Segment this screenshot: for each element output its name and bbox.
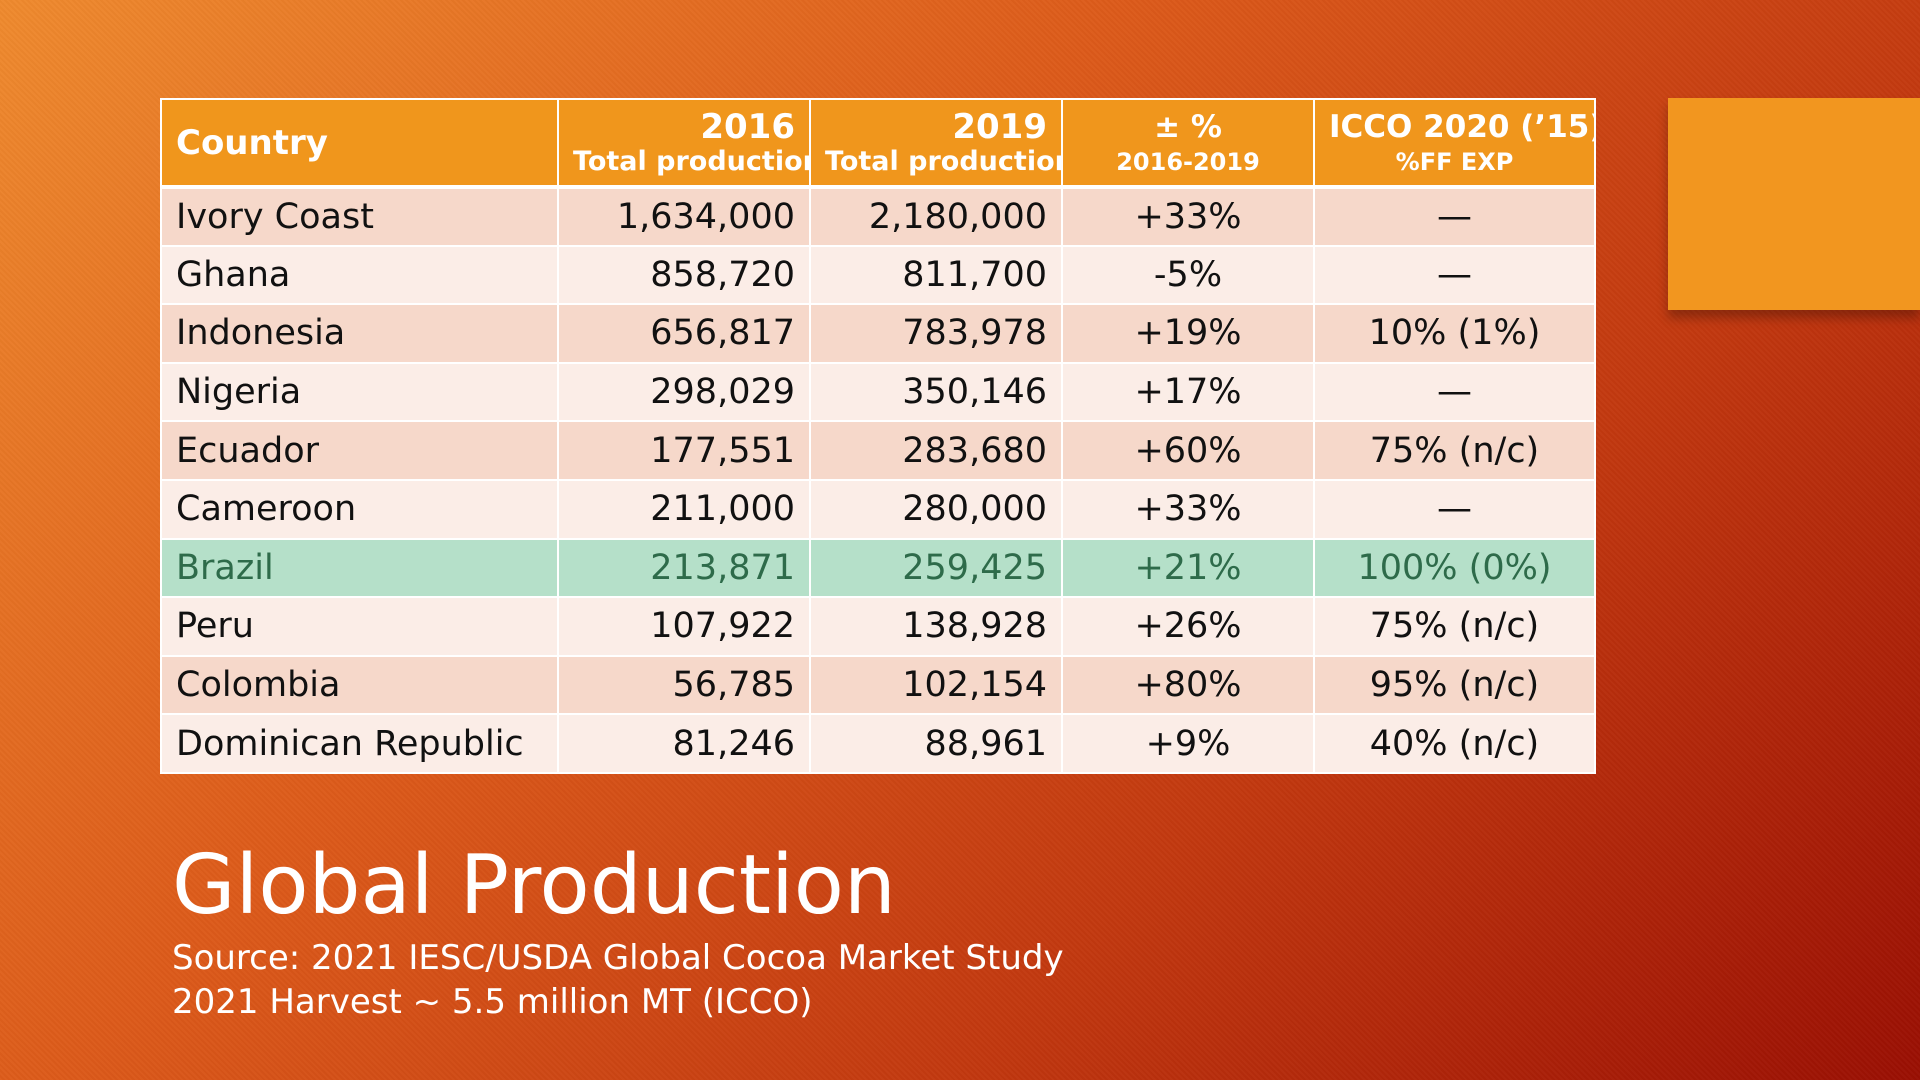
table-header: Country 2016 Total production 2019 Total… (160, 98, 1596, 189)
header-2019-year: 2019 (952, 106, 1047, 147)
cell-country: Brazil (160, 537, 559, 599)
cell-2019: 2,180,000 (809, 186, 1063, 247)
cell-country: Dominican Republic (160, 713, 559, 774)
cell-2019: 350,146 (809, 361, 1063, 423)
cell-2016: 1,634,000 (557, 186, 811, 247)
cell-2019: 88,961 (809, 713, 1063, 774)
cell-2016: 56,785 (557, 654, 811, 716)
cell-2016: 107,922 (557, 596, 811, 657)
header-change-label: ± % (1154, 108, 1222, 145)
cell-icco: 10% (1%) (1313, 303, 1596, 364)
header-2019-sub: Total production (825, 145, 1062, 177)
slide-title: Global Production (172, 838, 896, 933)
table-row: Ecuador 177,551 283,680 +60% 75% (n/c) (160, 420, 1596, 481)
header-2019: 2019 Total production (809, 98, 1063, 189)
cell-country: Peru (160, 596, 559, 657)
cell-change: +19% (1061, 303, 1315, 364)
harvest-line: 2021 Harvest ~ 5.5 million MT (ICCO) (172, 982, 813, 1022)
table-row: Colombia 56,785 102,154 +80% 95% (n/c) (160, 654, 1596, 716)
cell-country: Ghana (160, 244, 559, 306)
header-change-sub: 2016-2019 (1116, 147, 1260, 176)
cell-2016: 213,871 (557, 537, 811, 599)
cell-icco: — (1313, 186, 1596, 247)
cell-change: +33% (1061, 478, 1315, 540)
title-block: Global Production Source: 2021 IESC/USDA… (172, 836, 1064, 1024)
cell-2019: 283,680 (809, 420, 1063, 481)
cell-country: Indonesia (160, 303, 559, 364)
cell-icco: — (1313, 361, 1596, 423)
cell-2019: 280,000 (809, 478, 1063, 540)
cell-change: +80% (1061, 654, 1315, 716)
cell-2019: 783,978 (809, 303, 1063, 364)
header-icco-sub: %FF EXP (1395, 147, 1514, 176)
cell-icco: 95% (n/c) (1313, 654, 1596, 716)
cell-change: +33% (1061, 186, 1315, 247)
table-row: Indonesia 656,817 783,978 +19% 10% (1%) (160, 303, 1596, 364)
cell-icco: — (1313, 478, 1596, 540)
table-body: Ivory Coast 1,634,000 2,180,000 +33% — G… (160, 186, 1596, 774)
header-country-label: Country (176, 122, 328, 163)
production-table: Country 2016 Total production 2019 Total… (160, 98, 1596, 774)
table-row-highlighted: Brazil 213,871 259,425 +21% 100% (0%) (160, 537, 1596, 599)
cell-2016: 177,551 (557, 420, 811, 481)
cell-country: Ecuador (160, 420, 559, 481)
cell-country: Colombia (160, 654, 559, 716)
cell-icco: 75% (n/c) (1313, 596, 1596, 657)
table-row: Dominican Republic 81,246 88,961 +9% 40%… (160, 713, 1596, 774)
cell-2019: 102,154 (809, 654, 1063, 716)
cell-icco: 40% (n/c) (1313, 713, 1596, 774)
table-row: Cameroon 211,000 280,000 +33% — (160, 478, 1596, 540)
cell-country: Cameroon (160, 478, 559, 540)
header-icco-label: ICCO 2020 (’15) (1329, 108, 1595, 145)
cell-change: +9% (1061, 713, 1315, 774)
cell-change: +21% (1061, 537, 1315, 599)
cell-2016: 858,720 (557, 244, 811, 306)
cell-2019: 259,425 (809, 537, 1063, 599)
source-line: Source: 2021 IESC/USDA Global Cocoa Mark… (172, 938, 1064, 978)
cell-2016: 298,029 (557, 361, 811, 423)
cell-2016: 81,246 (557, 713, 811, 774)
cell-change: -5% (1061, 244, 1315, 306)
cell-change: +60% (1061, 420, 1315, 481)
header-2016-sub: Total production (573, 145, 810, 177)
table-row: Ghana 858,720 811,700 -5% — (160, 244, 1596, 306)
cell-change: +26% (1061, 596, 1315, 657)
cell-change: +17% (1061, 361, 1315, 423)
header-icco: ICCO 2020 (’15) %FF EXP (1313, 98, 1596, 189)
cell-country: Ivory Coast (160, 186, 559, 247)
header-row: Country 2016 Total production 2019 Total… (160, 98, 1596, 189)
header-change: ± % 2016-2019 (1061, 98, 1315, 189)
table-row: Nigeria 298,029 350,146 +17% — (160, 361, 1596, 423)
cell-2019: 138,928 (809, 596, 1063, 657)
table-row: Peru 107,922 138,928 +26% 75% (n/c) (160, 596, 1596, 657)
cell-2016: 656,817 (557, 303, 811, 364)
cell-icco: 100% (0%) (1313, 537, 1596, 599)
cell-icco: 75% (n/c) (1313, 420, 1596, 481)
header-2016-year: 2016 (700, 106, 795, 147)
decorative-orange-square (1668, 98, 1920, 310)
header-country: Country (160, 98, 559, 189)
cell-country: Nigeria (160, 361, 559, 423)
header-2016: 2016 Total production (557, 98, 811, 189)
table-row: Ivory Coast 1,634,000 2,180,000 +33% — (160, 186, 1596, 247)
cell-2016: 211,000 (557, 478, 811, 540)
cell-icco: — (1313, 244, 1596, 306)
cell-2019: 811,700 (809, 244, 1063, 306)
